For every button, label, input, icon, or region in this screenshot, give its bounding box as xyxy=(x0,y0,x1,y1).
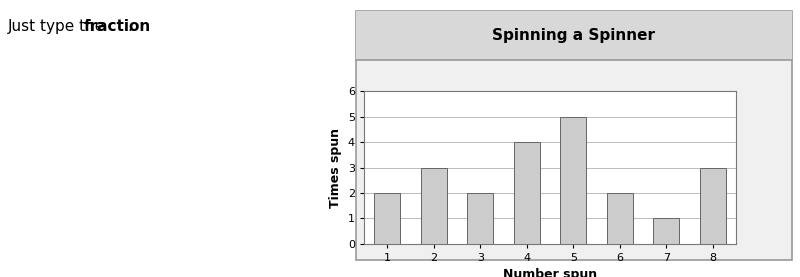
Bar xyxy=(561,117,586,244)
Bar xyxy=(607,193,633,244)
Bar xyxy=(421,168,446,244)
Text: .: . xyxy=(128,19,133,34)
Bar xyxy=(700,168,726,244)
Bar xyxy=(467,193,493,244)
Y-axis label: Times spun: Times spun xyxy=(330,128,342,207)
Text: Spinning a Spinner: Spinning a Spinner xyxy=(493,28,655,43)
Bar xyxy=(374,193,400,244)
X-axis label: Number spun: Number spun xyxy=(503,268,597,277)
Bar xyxy=(654,218,679,244)
Bar xyxy=(514,142,539,244)
Text: Just type the: Just type the xyxy=(8,19,110,34)
Text: fraction: fraction xyxy=(84,19,151,34)
